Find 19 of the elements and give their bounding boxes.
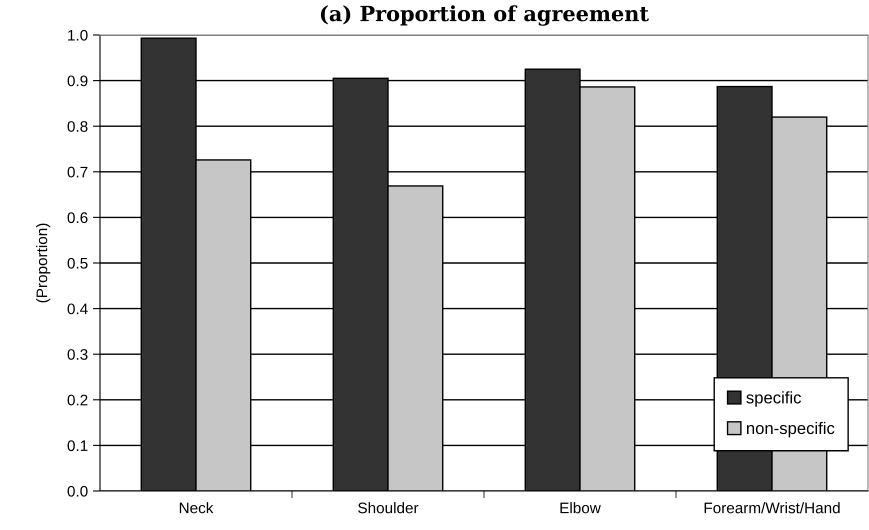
x-tick-label: Elbow bbox=[560, 502, 601, 514]
y-tick-label: 0.3 bbox=[68, 349, 88, 360]
y-tick-label: 0.9 bbox=[68, 75, 88, 86]
x-tick-label: Shoulder bbox=[358, 502, 418, 514]
x-tick-label: Forearm/Wrist/Hand bbox=[704, 502, 840, 514]
y-tick-label: 0.6 bbox=[68, 212, 88, 224]
y-tick-label: 0.4 bbox=[68, 303, 88, 314]
text: 0.0 bbox=[68, 486, 88, 497]
y-tick-label: 0.8 bbox=[68, 121, 88, 132]
y-axis-title: (Proportion) bbox=[36, 224, 50, 302]
y-tick-label: 0.7 bbox=[68, 166, 88, 178]
y-tick-label: 0.1 bbox=[68, 440, 88, 452]
text: 1.0 bbox=[68, 30, 88, 41]
x-tick-label: Neck bbox=[180, 502, 214, 514]
chart-title: (a) Proportion of agreement bbox=[320, 5, 649, 26]
legend-label: non-specific bbox=[746, 422, 834, 438]
y-tick-label: 0.2 bbox=[68, 394, 88, 406]
legend-label: specific bbox=[746, 391, 802, 407]
y-tick-label: 0.5 bbox=[68, 258, 88, 269]
